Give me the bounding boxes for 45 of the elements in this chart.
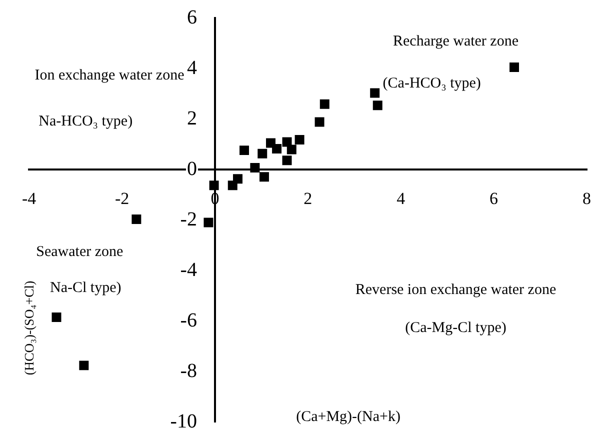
point — [132, 214, 142, 224]
point — [320, 99, 330, 109]
x-tick-label: 8 — [582, 189, 591, 208]
point — [250, 162, 260, 172]
point — [52, 312, 62, 322]
point — [286, 144, 296, 154]
annotation: Reverse ion exchange water zone — [355, 282, 556, 298]
point — [228, 180, 238, 190]
x-tick-label: 6 — [490, 189, 498, 208]
point — [314, 117, 324, 127]
point — [370, 88, 380, 98]
x-tick-label: 4 — [396, 189, 406, 208]
point — [240, 146, 249, 156]
x-tick-label: 2 — [304, 189, 312, 208]
point — [266, 138, 276, 148]
point — [79, 360, 89, 370]
y-tick-label: -2 — [180, 208, 197, 230]
y-tick-label: 0 — [186, 158, 197, 180]
point — [209, 180, 219, 190]
annotation: Ion exchange water zone — [34, 67, 185, 84]
y-tick-label: -4 — [180, 258, 197, 281]
point — [372, 100, 382, 110]
x-tick-label: -4 — [22, 189, 37, 208]
x-tick-label: -2 — [114, 189, 130, 208]
x-axis-title: (Ca+Mg)-(Na+k) — [296, 408, 400, 425]
annotation: Na-Cl type) — [50, 280, 122, 296]
y-tick-label: -8 — [180, 360, 197, 382]
point — [282, 156, 292, 166]
annotation: Recharge water zone — [393, 34, 519, 50]
point — [282, 137, 292, 147]
annotation: (Ca-Mg-Cl type) — [405, 320, 506, 336]
point — [510, 62, 519, 72]
point — [294, 134, 304, 144]
annotation: Seawater zone — [36, 244, 124, 260]
point — [259, 172, 269, 182]
annotation: (Ca-HCO₃ type) — [382, 76, 481, 92]
point — [258, 148, 268, 158]
y-tick-label: -10 — [170, 410, 197, 432]
y-axis-title: (HCO₃)-(SO₄+Cl) — [21, 280, 36, 376]
y-tick-label: 4 — [186, 56, 197, 79]
y-tick-label: -6 — [180, 309, 197, 332]
y-tick-label: 2 — [186, 107, 197, 130]
point — [204, 218, 214, 228]
y-tick-label: 6 — [186, 6, 197, 28]
annotation: Na-HCO₃ type) — [38, 114, 133, 130]
